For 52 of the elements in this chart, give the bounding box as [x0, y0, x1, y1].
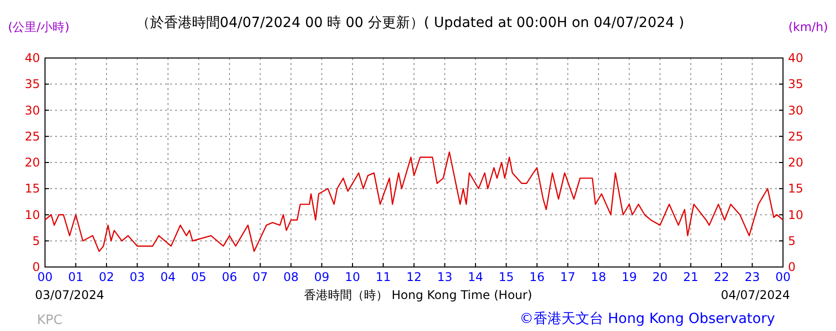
x-tick-label: 03	[130, 270, 145, 284]
x-axis-title: 香港時間（時） Hong Kong Time (Hour)	[304, 288, 532, 302]
y-tick-label: 0	[32, 260, 40, 274]
y2-tick-label: 25	[788, 129, 804, 144]
y2-tick-label: 35	[788, 77, 804, 92]
x-tick-label: 01	[68, 270, 84, 284]
y-tick-label: 10	[24, 208, 40, 222]
x-tick-label: 21	[683, 270, 698, 284]
x-tick-label: 05	[191, 270, 206, 284]
x-tick-label: 00	[37, 270, 53, 284]
x-tick-label: 12	[406, 270, 422, 284]
y-tick-label: 40	[24, 51, 40, 65]
y-tick-label: 5	[32, 234, 40, 248]
x-tick-label: 16	[529, 270, 545, 284]
x-tick-label: 02	[98, 270, 114, 284]
text: ©香港天文台 Hong Kong Observatory	[519, 311, 775, 327]
y2-tick-label: 10	[788, 208, 804, 222]
y-tick-label: 20	[24, 156, 40, 170]
y-tick-label: 35	[24, 77, 40, 92]
x-tick-label: 15	[498, 270, 514, 284]
y-tick-label: 30	[24, 103, 40, 118]
x-tick-label: 00	[775, 270, 791, 284]
y-axis-title: (公里/小時)	[8, 20, 70, 34]
x-tick-label: 14	[468, 270, 484, 284]
line-series	[44, 151, 784, 252]
x-tick-label: 09	[314, 270, 330, 284]
y2-tick-label: 40	[788, 51, 804, 65]
x-tick-label: 13	[437, 270, 452, 284]
x-tick-label: 10	[344, 270, 360, 284]
y2-tick-label: 30	[788, 103, 804, 118]
y2-tick-label: 15	[788, 182, 804, 196]
y2-tick-label: 20	[788, 156, 804, 170]
x-tick-label: 23	[744, 270, 760, 284]
x-tick-label: 07	[252, 270, 268, 284]
x-tick-label: 08	[283, 270, 299, 284]
y-tick-label: 15	[24, 182, 40, 196]
y2-tick-label: 5	[788, 234, 796, 248]
text: 03/07/2024	[35, 288, 104, 302]
x-tick-label: 18	[590, 270, 606, 284]
chart-title: （於香港時間04/07/2024 00 時 00 分更新）( Updated at 00:00H on 04/07/2024 )	[136, 15, 684, 31]
text: 04/07/2024	[720, 288, 790, 302]
x-tick-label: 04	[160, 270, 176, 284]
x-tick-label: 20	[652, 270, 668, 284]
y2-axis-title: (km/h)	[788, 20, 828, 34]
x-tick-label: 19	[622, 270, 637, 284]
text: KPC	[37, 313, 62, 328]
x-tick-label: 17	[560, 270, 576, 284]
x-tick-label: 06	[222, 270, 238, 284]
x-tick-label: 11	[376, 270, 391, 284]
y2-tick-label: 0	[788, 260, 796, 274]
y-tick-label: 25	[24, 129, 40, 144]
x-tick-label: 22	[714, 270, 730, 284]
